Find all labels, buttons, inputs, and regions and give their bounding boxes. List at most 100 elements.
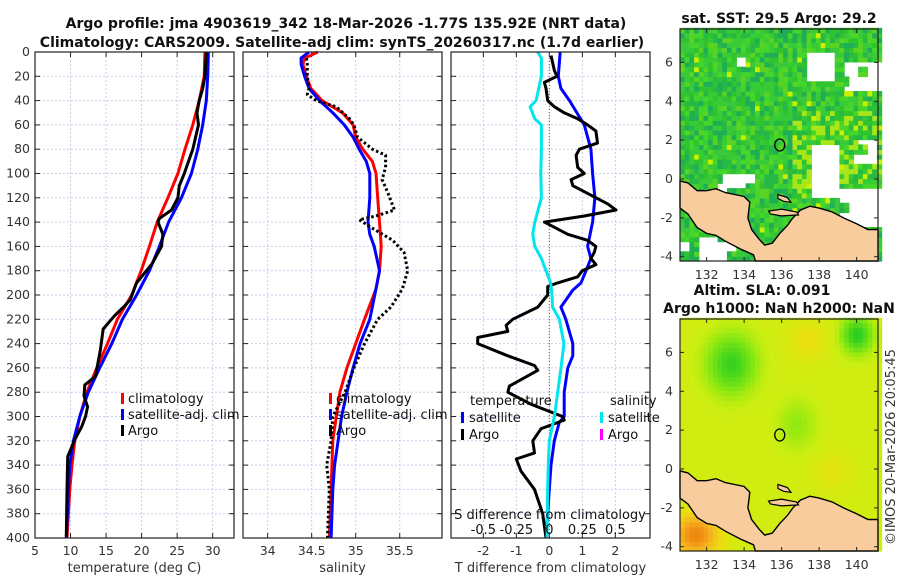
field-cell (876, 546, 883, 552)
field-cell (740, 405, 747, 411)
field-cell (787, 381, 794, 387)
field-cell (787, 81, 794, 87)
field-cell (815, 327, 822, 333)
field-cell (689, 347, 695, 353)
field-cell (773, 188, 780, 194)
field-cell (853, 415, 859, 421)
field-cell (844, 207, 850, 214)
field-cell (703, 449, 709, 455)
field-cell (820, 385, 826, 392)
field-cell (694, 52, 700, 58)
field-cell (787, 149, 794, 155)
field-cell (830, 385, 836, 392)
field-cell (797, 453, 803, 460)
field-cell (862, 178, 869, 184)
field-cell (848, 57, 855, 63)
field-cell (680, 429, 686, 436)
field-cell (872, 502, 878, 508)
field-cell (797, 332, 803, 338)
field-cell (736, 546, 742, 552)
field-cell (844, 487, 850, 494)
field-cell (834, 415, 840, 421)
field-cell (759, 125, 765, 131)
field-cell (853, 178, 859, 184)
field-cell (806, 381, 812, 387)
field-cell (876, 163, 883, 170)
field-cell (764, 458, 770, 465)
field-cell (740, 390, 747, 397)
field-cell (717, 429, 723, 436)
field-cell (834, 468, 840, 474)
field-cell (740, 91, 747, 97)
field-cell (684, 81, 690, 87)
field-cell (844, 91, 850, 97)
field-cell (820, 390, 826, 397)
field-cell (787, 395, 794, 402)
field-cell (698, 322, 705, 329)
field-cell (680, 37, 686, 43)
field-cell (750, 193, 756, 199)
field-cell (712, 381, 719, 387)
field-cell (750, 376, 756, 382)
field-cell (825, 27, 831, 34)
field-cell (801, 351, 808, 358)
field-cell (722, 473, 728, 479)
field-cell (759, 144, 765, 150)
field-cell (792, 376, 798, 382)
field-cell (689, 81, 695, 87)
field-cell (769, 129, 775, 136)
field-cell (825, 347, 831, 353)
field-cell (689, 173, 695, 180)
field-cell (787, 139, 794, 146)
field-cell (848, 376, 855, 382)
field-cell (755, 424, 761, 431)
field-cell (839, 458, 845, 465)
field-cell (717, 86, 723, 92)
field-cell (717, 541, 723, 547)
field-cell (839, 497, 845, 504)
field-cell (736, 390, 742, 397)
field-cell (712, 154, 719, 160)
field-cell (825, 125, 831, 131)
field-cell (680, 159, 686, 165)
field-cell (731, 419, 737, 426)
field-cell (773, 134, 780, 141)
field-cell (764, 178, 770, 184)
field-cell (778, 371, 784, 377)
field-cell (698, 120, 705, 126)
field-cell (858, 66, 864, 73)
field-cell (708, 449, 714, 455)
field-cell (801, 439, 808, 445)
field-cell (820, 37, 826, 43)
field-cell (745, 458, 751, 465)
field-cell (862, 390, 869, 397)
field-cell (848, 429, 855, 436)
field-cell (726, 42, 733, 48)
field-cell (769, 115, 775, 121)
field-cell (736, 149, 742, 155)
field-cell (830, 37, 836, 43)
field-cell (736, 347, 742, 353)
field-cell (750, 61, 756, 68)
legend-swatch (600, 429, 603, 440)
field-cell (689, 241, 695, 248)
field-cell (722, 390, 728, 397)
field-cell (750, 361, 756, 368)
field-cell (726, 120, 733, 126)
field-cell (820, 42, 826, 48)
field-cell (801, 424, 808, 431)
field-cell (698, 110, 705, 116)
field-cell (787, 163, 794, 170)
field-cell (736, 125, 742, 131)
field-cell (745, 385, 751, 392)
field-cell (731, 86, 737, 92)
field-cell (745, 110, 751, 116)
field-cell (755, 115, 761, 121)
field-cell (862, 183, 869, 189)
field-cell (825, 458, 831, 465)
field-cell (731, 66, 737, 73)
field-cell (764, 120, 770, 126)
field-cell (830, 444, 836, 450)
field-cell (726, 317, 733, 324)
field-cell (759, 526, 765, 533)
